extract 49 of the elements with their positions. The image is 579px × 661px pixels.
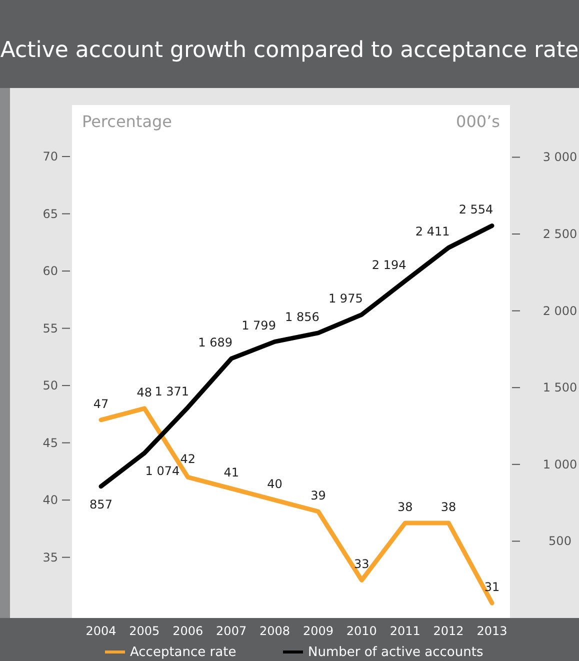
x-tick-label: 2011 <box>390 624 420 638</box>
y-tick-label: 55 <box>42 321 58 336</box>
data-label: 1 856 <box>285 310 320 324</box>
y-tick-label: 40 <box>42 493 58 508</box>
data-label: 33 <box>354 557 370 572</box>
legend-label: Acceptance rate <box>130 645 236 660</box>
x-tick-label: 2008 <box>260 624 290 638</box>
data-label: 48 <box>136 385 152 400</box>
x-tick-label: 2012 <box>433 624 464 638</box>
data-label: 41 <box>224 466 239 480</box>
data-label: 1 371 <box>154 384 190 398</box>
y2-tick-label: 1 500 <box>542 380 578 395</box>
x-tick-label: 2013 <box>476 624 508 638</box>
legend-label: Number of active accounts <box>308 645 484 660</box>
x-tick-label: 2005 <box>129 624 160 638</box>
y2-axis-title: 000’s <box>456 112 500 131</box>
data-label: 1 975 <box>328 292 363 306</box>
data-label: 1 799 <box>242 318 276 333</box>
data-label: 2 554 <box>458 202 494 217</box>
data-label: 42 <box>180 452 196 466</box>
data-label: 39 <box>310 488 326 503</box>
data-label: 857 <box>90 497 112 512</box>
x-tick-label: 2007 <box>216 624 247 638</box>
data-label: 2 411 <box>415 224 450 239</box>
data-label: 38 <box>397 500 413 514</box>
x-tick-label: 2010 <box>346 624 377 638</box>
y2-tick-label: 1 000 <box>542 457 578 472</box>
y-tick-label: 35 <box>42 550 58 564</box>
y2-tick-label: 3 000 <box>542 150 578 164</box>
y-tick-label: 70 <box>42 150 58 164</box>
x-tick-label: 2006 <box>172 624 204 638</box>
x-tick-label: 2009 <box>302 624 334 638</box>
y2-tick-label: 2 500 <box>542 227 578 242</box>
data-label: 40 <box>267 477 282 492</box>
y-tick-label: 60 <box>42 264 58 278</box>
data-label: 38 <box>440 500 456 514</box>
data-label: 1 689 <box>198 336 233 350</box>
y2-tick-label: 2 000 <box>542 304 578 318</box>
data-label: 2 194 <box>372 258 406 272</box>
data-label: 1 074 <box>145 464 180 478</box>
data-label: 47 <box>93 396 109 411</box>
data-label: 31 <box>484 580 500 594</box>
y2-tick-label: 500 <box>548 534 572 548</box>
y-tick-label: 50 <box>42 378 58 393</box>
y-tick-label: 65 <box>42 206 58 221</box>
y-axis-title: Percentage <box>82 112 172 131</box>
chart-title: Active account growth compared to acceptance rate <box>0 38 579 63</box>
y-tick-label: 45 <box>42 436 58 450</box>
x-tick-label: 2004 <box>86 624 116 638</box>
